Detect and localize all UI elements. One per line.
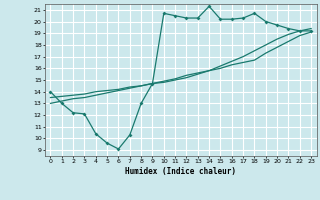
X-axis label: Humidex (Indice chaleur): Humidex (Indice chaleur) [125, 167, 236, 176]
